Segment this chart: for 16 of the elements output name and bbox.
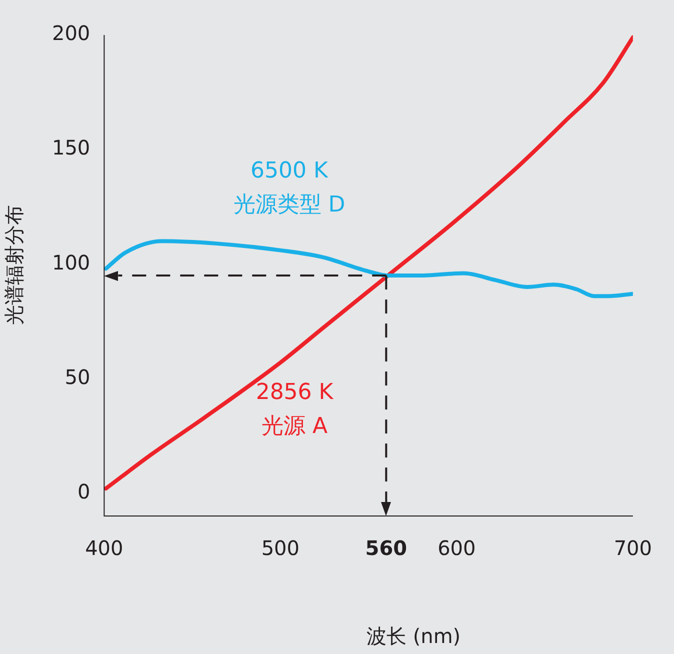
y-tick-label: 100 [52,250,90,274]
x-tick-label: 400 [85,536,124,560]
series-label: 6500 K 光源类型 D [233,158,346,218]
x-tick-label: 700 [614,536,652,560]
y-tick-label: 50 [64,364,90,389]
y-tick-label: 200 [52,21,90,46]
line-series [104,239,633,298]
x-tick-label: 500 [261,536,300,560]
x-tick-label: 560 [365,536,408,560]
line-series [104,35,633,491]
y-axis-title: 光谱辐射分布 [2,205,26,325]
x-axis-title: 波长 (nm) [366,624,461,648]
y-tick-label: 0 [77,479,90,504]
series-label: 2856 K 光源 A [256,380,334,439]
x-tick-label: 600 [438,536,476,560]
y-tick-label: 150 [52,136,90,160]
